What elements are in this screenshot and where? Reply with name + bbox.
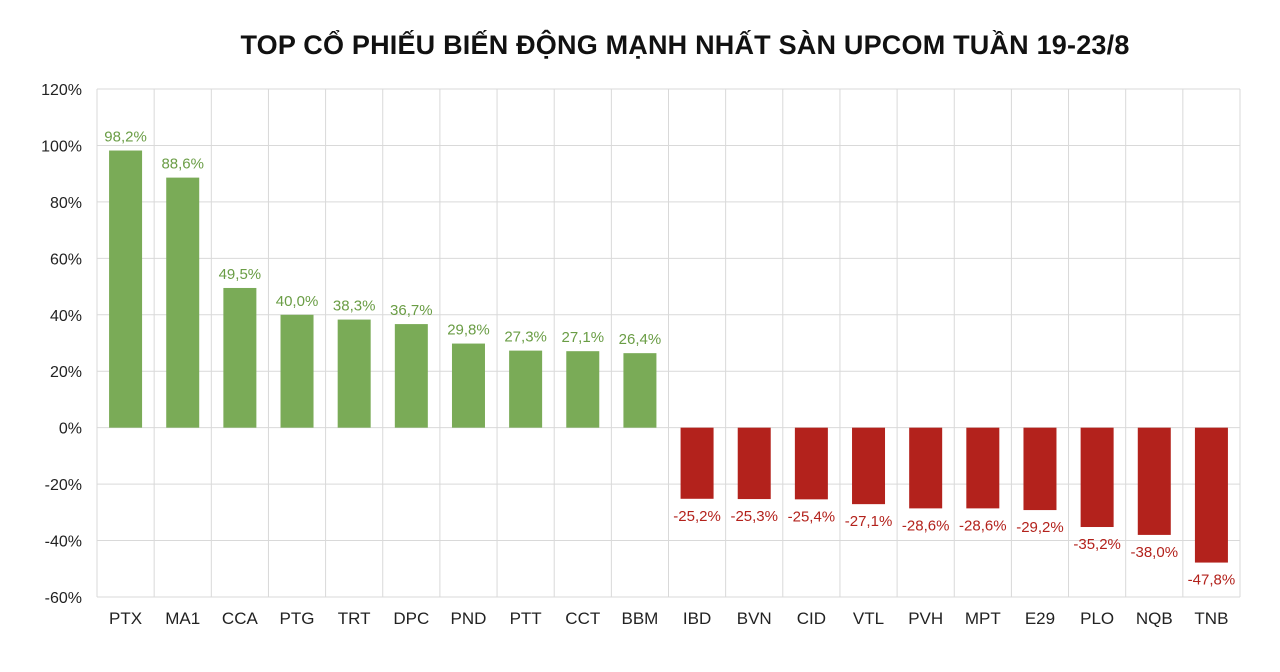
data-label-dpc: 36,7% — [390, 302, 433, 319]
y-tick-label: -40% — [45, 534, 82, 551]
data-label-ptt: 27,3% — [504, 329, 547, 346]
data-label-ptg: 40,0% — [276, 293, 319, 310]
bar-ptg[interactable] — [280, 314, 314, 428]
data-label-cid: -25,4% — [788, 508, 836, 525]
x-tick-label-tnb: TNB — [1194, 609, 1228, 628]
bar-cct[interactable] — [566, 351, 600, 428]
data-label-ptx: 98,2% — [104, 129, 147, 146]
data-label-cct: 27,1% — [562, 329, 605, 346]
data-label-tnb: -47,8% — [1188, 572, 1236, 589]
bar-pvh[interactable] — [909, 427, 943, 509]
x-tick-label-ptt: PTT — [510, 609, 542, 628]
x-tick-label-mpt: MPT — [965, 609, 1001, 628]
bar-trt[interactable] — [337, 319, 371, 428]
y-tick-label: 40% — [50, 308, 82, 325]
y-tick-label: 120% — [41, 82, 82, 99]
y-tick-label: 100% — [41, 138, 82, 155]
bar-ptx[interactable] — [109, 150, 143, 428]
x-tick-label-ma1: MA1 — [165, 609, 200, 628]
y-tick-label: 0% — [59, 421, 82, 438]
x-tick-label-bbm: BBM — [622, 609, 659, 628]
grid-layer — [96, 88, 1241, 598]
labels-layer: 120% 100% 80% 60% 40% 20% 0% -20% -40% -60% 98,2% P… — [41, 82, 1235, 628]
x-tick-label-nqb: NQB — [1136, 609, 1173, 628]
bar-cca[interactable] — [223, 287, 257, 428]
y-tick-label: 80% — [50, 195, 82, 212]
bar-ibd[interactable] — [680, 427, 714, 499]
data-label-ma1: 88,6% — [161, 156, 204, 173]
data-label-trt: 38,3% — [333, 298, 376, 315]
x-tick-label-e29: E29 — [1025, 609, 1055, 628]
x-tick-label-ptg: PTG — [280, 609, 315, 628]
data-label-ibd: -25,2% — [673, 508, 721, 525]
data-label-mpt: -28,6% — [959, 517, 1007, 534]
bar-dpc[interactable] — [394, 324, 428, 428]
bar-cid[interactable] — [794, 427, 828, 500]
x-tick-label-cid: CID — [797, 609, 826, 628]
x-tick-label-plo: PLO — [1080, 609, 1114, 628]
data-label-vtl: -27,1% — [845, 513, 893, 530]
x-tick-label-pvh: PVH — [908, 609, 943, 628]
bar-plo[interactable] — [1080, 427, 1114, 528]
bar-bvn[interactable] — [737, 427, 771, 500]
data-label-plo: -35,2% — [1073, 536, 1121, 553]
x-tick-label-vtl: VTL — [853, 609, 884, 628]
bar-ma1[interactable] — [166, 177, 200, 428]
data-label-pnd: 29,8% — [447, 322, 490, 339]
y-tick-label: -20% — [45, 477, 82, 494]
data-label-bbm: 26,4% — [619, 331, 662, 348]
chart-title: TOP CỔ PHIẾU BIẾN ĐỘNG MẠNH NHẤT SÀN UPC… — [240, 30, 1130, 60]
data-label-pvh: -28,6% — [902, 517, 950, 534]
data-label-cca: 49,5% — [219, 266, 262, 283]
bar-e29[interactable] — [1023, 427, 1057, 511]
x-tick-label-dpc: DPC — [393, 609, 429, 628]
bar-mpt[interactable] — [966, 427, 1000, 509]
bar-vtl[interactable] — [852, 427, 886, 505]
y-tick-label: 20% — [50, 364, 82, 381]
bar-ptt[interactable] — [509, 350, 543, 428]
data-label-e29: -29,2% — [1016, 519, 1064, 536]
x-tick-label-ibd: IBD — [683, 609, 711, 628]
bar-bbm[interactable] — [623, 353, 657, 428]
x-tick-label-trt: TRT — [338, 609, 371, 628]
x-tick-label-cca: CCA — [222, 609, 259, 628]
data-label-bvn: -25,3% — [730, 508, 778, 525]
x-tick-label-pnd: PND — [451, 609, 487, 628]
x-tick-label-cct: CCT — [565, 609, 600, 628]
y-tick-label: 60% — [50, 251, 82, 268]
y-tick-label: -60% — [45, 590, 82, 607]
bar-pnd[interactable] — [451, 343, 485, 428]
x-tick-label-bvn: BVN — [737, 609, 772, 628]
x-tick-label-ptx: PTX — [109, 609, 142, 628]
bars-layer — [109, 150, 1228, 563]
bar-nqb[interactable] — [1137, 427, 1171, 535]
data-label-nqb: -38,0% — [1131, 544, 1179, 561]
bar-tnb[interactable] — [1194, 427, 1228, 563]
